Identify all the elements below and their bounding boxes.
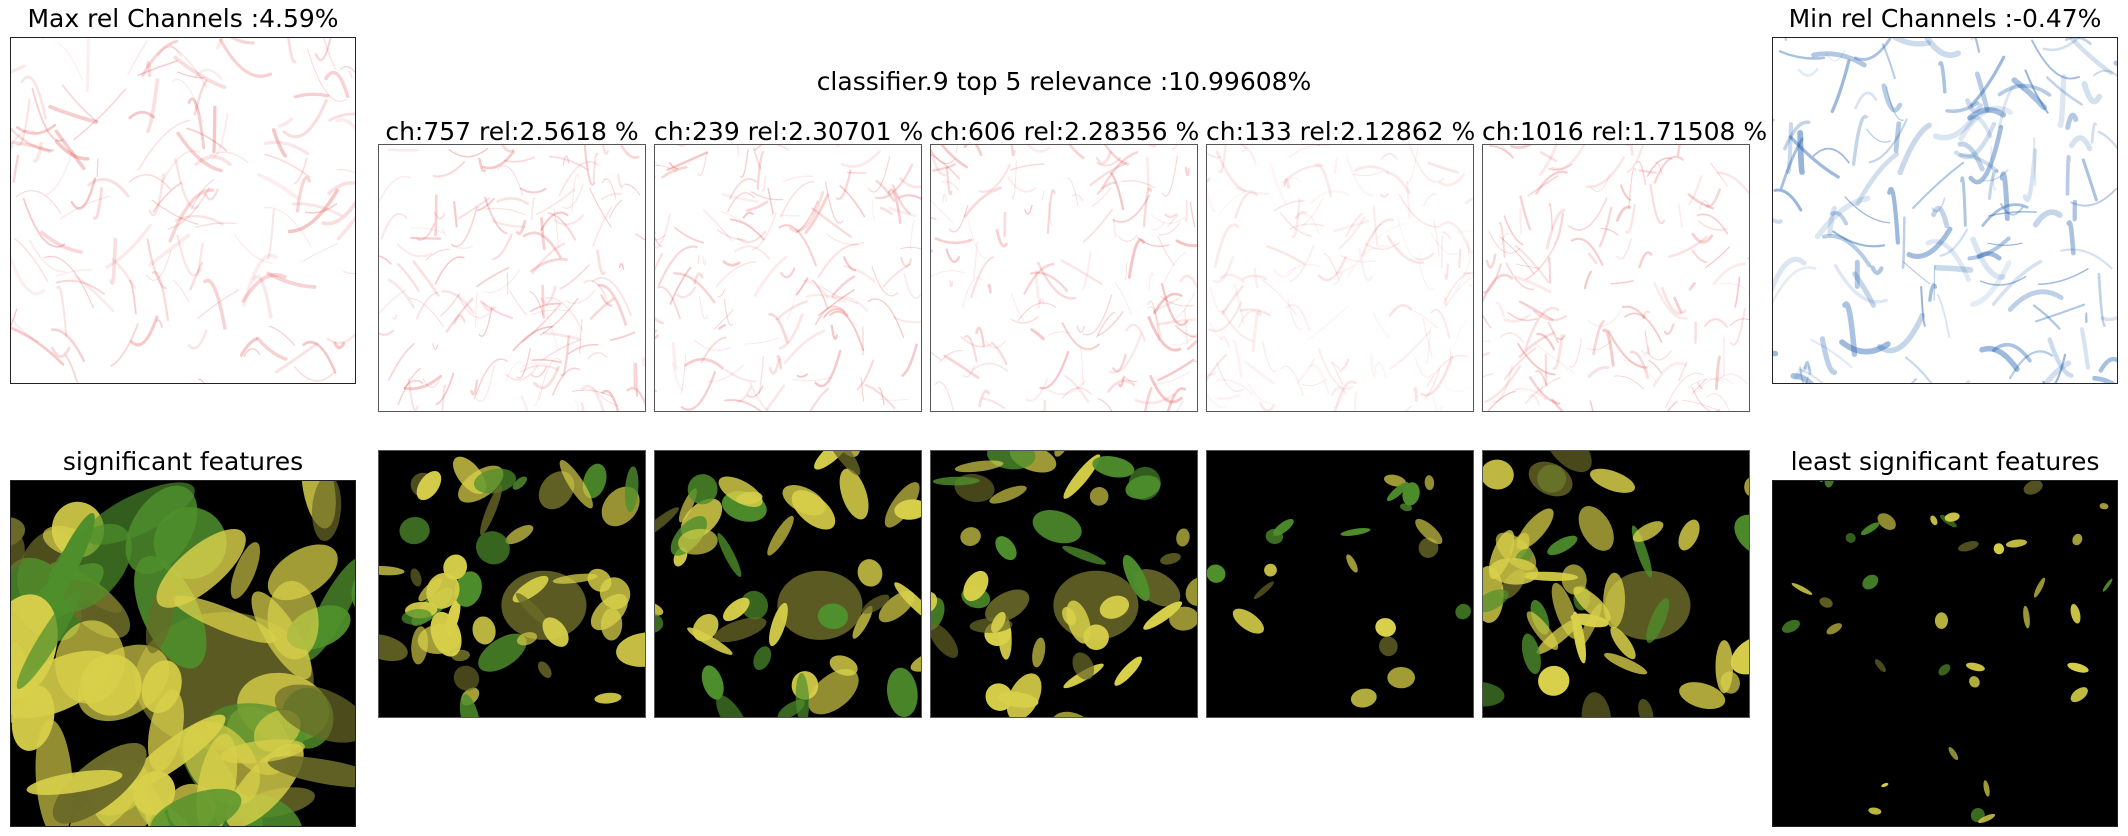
feature-blobs (1781, 481, 2113, 824)
feature-blobs (379, 456, 645, 717)
feature-blobs (1207, 474, 1471, 708)
heatmap-texture (931, 145, 1197, 411)
max-rel-heatmap (10, 37, 356, 384)
least-significant-features-image (1772, 480, 2118, 827)
feature-blobs (11, 481, 355, 826)
suptitle: classifier.9 top 5 relevance :10.99608% (816, 67, 1312, 96)
channel-heatmap (930, 144, 1198, 412)
max-rel-title: Max rel Channels :4.59% (27, 4, 339, 33)
channel-title: ch:757 rel:2.5618 % (385, 117, 639, 146)
min-rel-heatmap (1772, 37, 2118, 384)
min-rel-title: Min rel Channels :-0.47% (1788, 4, 2102, 33)
channel-title: ch:1016 rel:1.71508 % (1482, 117, 1768, 146)
significant-features-image (10, 480, 356, 827)
feature-blobs (1483, 451, 1749, 717)
significant-features-title: significant features (62, 447, 304, 476)
least-significant-features-title: least significant features (1790, 447, 2100, 476)
heatmap-texture (1773, 38, 2117, 383)
heatmap-texture (11, 38, 355, 383)
heatmap-texture (1207, 145, 1473, 411)
channel-feature-image (1206, 450, 1474, 718)
channel-feature-image (378, 450, 646, 718)
feature-blobs (655, 451, 921, 717)
heatmap-texture (655, 145, 921, 411)
heatmap-texture (1483, 145, 1749, 411)
channel-heatmap (378, 144, 646, 412)
channel-heatmap (1206, 144, 1474, 412)
heatmap-texture (379, 145, 645, 411)
feature-blobs (931, 451, 1197, 717)
channel-heatmap (1482, 144, 1750, 412)
channel-title: ch:133 rel:2.12862 % (1206, 117, 1476, 146)
channel-title: ch:606 rel:2.28356 % (930, 117, 1200, 146)
channel-feature-image (930, 450, 1198, 718)
channel-feature-image (654, 450, 922, 718)
channel-heatmap (654, 144, 922, 412)
channel-feature-image (1482, 450, 1750, 718)
channel-title: ch:239 rel:2.30701 % (654, 117, 924, 146)
